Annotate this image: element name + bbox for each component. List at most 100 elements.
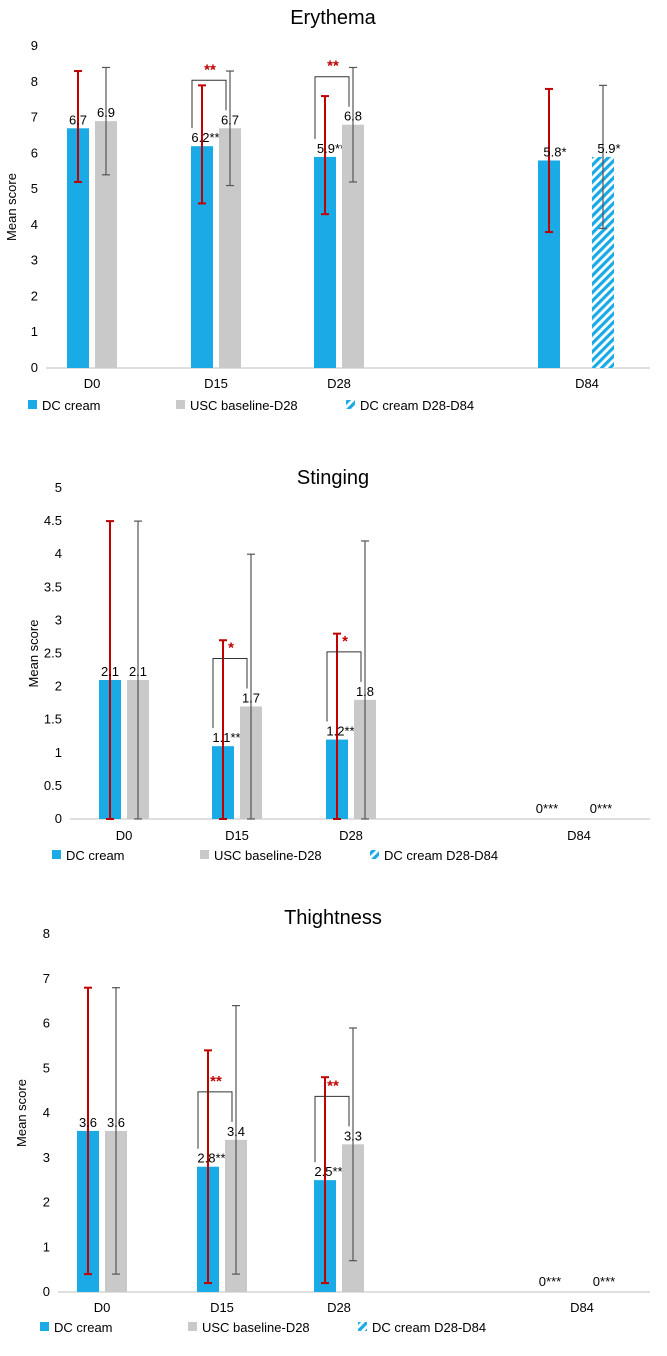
y-tick-label: 2.5 [44, 646, 62, 661]
significance-label: ** [327, 58, 339, 75]
y-tick-label: 0 [31, 360, 38, 375]
x-tick-label: D28 [327, 1300, 351, 1315]
x-tick-label: D15 [210, 1300, 234, 1315]
y-tick-label: 7 [31, 110, 38, 125]
y-tick-label: 8 [43, 926, 50, 941]
chart-title: Erythema [290, 7, 376, 29]
chart-title: Thightness [284, 907, 382, 929]
bar-d28-usc [342, 124, 364, 368]
legend-swatch [346, 400, 355, 409]
legend-label: DC cream [54, 1320, 113, 1334]
bar-d0-dc-cream [67, 128, 89, 368]
y-axis-label: Mean score [4, 173, 19, 241]
bar-d84-dc-cream-d28-d84 [592, 156, 614, 368]
significance-label: * [228, 639, 234, 656]
y-tick-label: 3.5 [44, 579, 62, 594]
x-tick-label: D15 [225, 828, 249, 843]
significance-label: ** [204, 61, 216, 78]
y-tick-label: 5 [43, 1060, 50, 1075]
data-label: 3.6 [107, 1115, 125, 1130]
data-label: 6.7 [221, 112, 239, 127]
chart-title: Stinging [297, 467, 369, 489]
x-tick-label: D84 [570, 1300, 594, 1315]
erythema-chart: Erythema 0 1 2 3 4 5 6 7 8 9 Mean score D0 D15 D28 D84 6… [4, 7, 650, 413]
y-axis-label: Mean score [14, 1079, 29, 1147]
data-label: 2.5*** [314, 1164, 347, 1179]
thightness-chart: Thightness 0 1 2 3 4 5 6 7 8 Mean score D0 D15 D28 D84… [14, 907, 650, 1334]
legend-label: DC cream [66, 848, 125, 863]
data-label: 2.1 [101, 664, 119, 679]
y-tick-label: 5 [31, 181, 38, 196]
y-tick-label: 5 [55, 480, 62, 495]
significance-bracket [212, 657, 248, 729]
legend-swatch [358, 1322, 367, 1331]
y-tick-label: 8 [31, 74, 38, 89]
y-tick-label: 0 [43, 1284, 50, 1299]
data-label: 0*** [590, 801, 612, 816]
x-tick-label: D84 [567, 828, 591, 843]
y-tick-label: 1 [31, 324, 38, 339]
legend-label: USC baseline-D28 [214, 848, 322, 863]
y-tick-label: 1.5 [44, 712, 62, 727]
y-tick-label: 3 [31, 253, 38, 268]
data-label: 3.4 [227, 1124, 245, 1139]
y-tick-label: 9 [31, 38, 38, 53]
data-label: 5.9** [317, 141, 345, 156]
data-label: 3.3 [344, 1128, 362, 1143]
significance-label: ** [210, 1073, 222, 1090]
legend-label: DC cream D28-D84 [360, 398, 474, 413]
data-label: 1.7 [242, 690, 260, 705]
data-label: 0*** [536, 801, 558, 816]
significance-label: * [342, 633, 348, 650]
x-tick-label: D0 [116, 828, 133, 843]
legend-label: USC baseline-D28 [202, 1320, 310, 1334]
x-tick-label: D28 [339, 828, 363, 843]
y-tick-label: 1 [43, 1239, 50, 1254]
legend-label: DC cream [42, 398, 101, 413]
y-tick-label: 0 [55, 811, 62, 826]
y-tick-label: 2 [31, 288, 38, 303]
significance-bracket [197, 1091, 233, 1149]
y-tick-label: 6 [31, 145, 38, 160]
significance-bracket [314, 1095, 350, 1163]
x-tick-label: D0 [84, 376, 101, 391]
y-tick-label: 7 [43, 971, 50, 986]
bar-d15-dc-cream [191, 146, 213, 368]
data-label: 1.1*** [212, 730, 245, 745]
data-label: 1.2*** [326, 724, 359, 739]
legend-swatch [188, 1322, 197, 1331]
data-label: 2.1 [129, 664, 147, 679]
legend-label: USC baseline-D28 [190, 398, 298, 413]
y-tick-label: 2 [43, 1195, 50, 1210]
y-tick-label: 3 [43, 1150, 50, 1165]
significance-bracket [314, 76, 350, 139]
stinging-chart: Stinging 0 0.5 1 1.5 2 2.5 3 3.5 4 4.5 5 Mean score D… [26, 467, 650, 863]
data-label: 2.8*** [197, 1151, 230, 1166]
y-tick-label: 4.5 [44, 513, 62, 528]
y-tick-label: 4 [43, 1105, 50, 1120]
legend-swatch [52, 850, 61, 859]
bar-d0-usc [95, 121, 117, 368]
legend-swatch [200, 850, 209, 859]
bar-d28-dc-cream [314, 156, 336, 368]
legend-swatch [370, 850, 379, 859]
y-tick-label: 3 [55, 612, 62, 627]
y-axis-label: Mean score [26, 620, 41, 688]
significance-bracket [191, 79, 227, 129]
significance-bracket [326, 651, 362, 722]
legend-label: DC cream D28-D84 [372, 1320, 486, 1334]
data-label: 0*** [593, 1274, 615, 1289]
data-label: 1.8 [356, 684, 374, 699]
data-label: 6.7 [69, 112, 87, 127]
data-label: 6.9 [97, 105, 115, 120]
y-tick-label: 6 [43, 1016, 50, 1031]
x-tick-label: D84 [575, 376, 599, 391]
legend-swatch [40, 1322, 49, 1331]
x-tick-label: D28 [327, 376, 351, 391]
x-tick-label: D15 [204, 376, 228, 391]
data-label: 6.2*** [191, 130, 224, 145]
bar-d15-usc [219, 128, 241, 368]
y-tick-label: 4 [55, 546, 62, 561]
data-label: 5.8* [543, 144, 566, 159]
